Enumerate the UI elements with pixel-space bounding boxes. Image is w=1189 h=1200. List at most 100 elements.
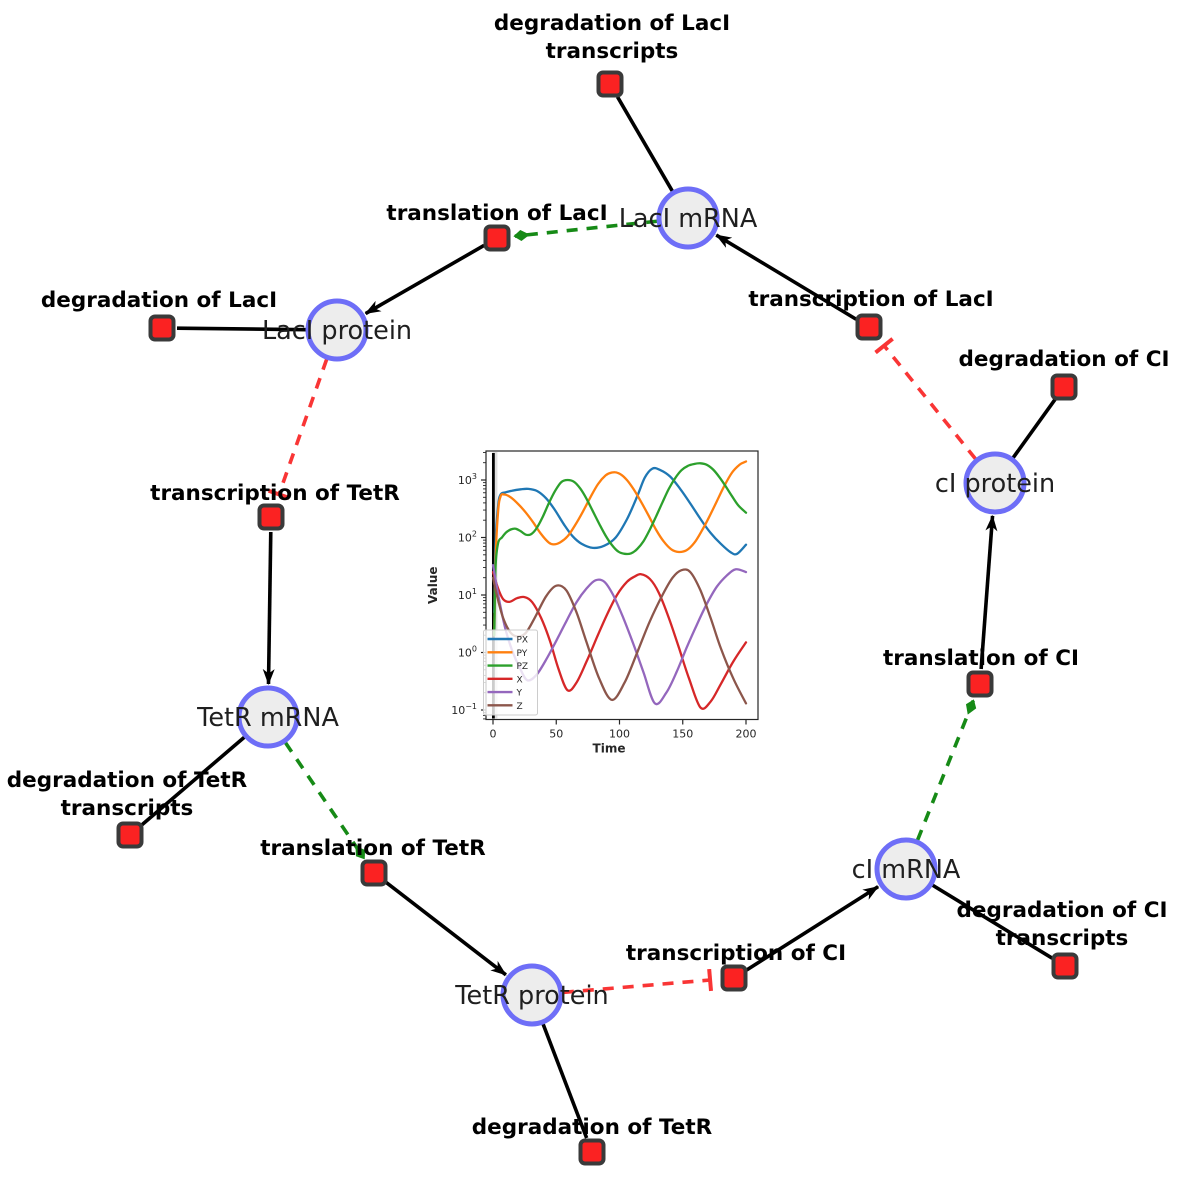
edge-inhibition-tetr_protein-transcr_ci bbox=[562, 968, 713, 995]
species-node-laci_mrna: LacI mRNA bbox=[619, 186, 758, 250]
species-label-tetr_protein: TetR protein bbox=[454, 981, 608, 1011]
legend-label-X: X bbox=[517, 675, 523, 685]
reaction-node-transl_laci: translation of LacI bbox=[386, 201, 608, 252]
reaction-node-transcr_tetr: transcription of TetR bbox=[150, 481, 400, 531]
reaction-label-deg_ci_tr: degradation of CI transcripts bbox=[957, 898, 1168, 951]
chart-series-PX bbox=[493, 466, 748, 614]
svg-text:102: 102 bbox=[458, 530, 477, 545]
reaction-square-deg_ci bbox=[1050, 373, 1078, 401]
edge-production-transcr_tetr-tetr_mrna bbox=[262, 531, 275, 686]
species-node-laci_protein: LacI protein bbox=[262, 298, 412, 362]
edge-production-transl_laci-laci_protein bbox=[364, 243, 485, 316]
species-circle-ci_protein bbox=[963, 451, 1027, 515]
reaction-label-deg_tetr_tr: degradation of TetR transcripts bbox=[7, 768, 248, 821]
species-label-ci_mrna: cI mRNA bbox=[852, 855, 961, 885]
reaction-square-transl_laci bbox=[483, 224, 511, 252]
reaction-node-deg_laci: degradation of LacI bbox=[41, 288, 277, 342]
species-node-tetr_protein: TetR protein bbox=[454, 963, 609, 1027]
species-node-tetr_mrna: TetR mRNA bbox=[196, 685, 339, 749]
reaction-node-deg_tetr_tr: degradation of TetR transcripts bbox=[7, 768, 248, 849]
species-node-ci_mrna: cI mRNA bbox=[852, 837, 961, 901]
reaction-square-transcr_laci bbox=[855, 313, 883, 341]
reaction-label-deg_ci: degradation of CI bbox=[959, 347, 1170, 372]
chart-ylabel: Value bbox=[426, 566, 440, 604]
chart-series-X bbox=[491, 570, 748, 710]
edge-inhibition-ci_protein-transcr_laci bbox=[874, 337, 977, 461]
svg-text:10−1: 10−1 bbox=[451, 702, 477, 717]
reaction-node-transl_ci: translation of CI bbox=[883, 646, 1079, 698]
timeseries-inset-chart: 0 50 100 150 200 Time 103 102 101 100 10−1 Value PX P… bbox=[426, 450, 759, 756]
reaction-node-transl_tetr: translation of TetR bbox=[260, 836, 486, 887]
edge-modifier-tetr_mrna-transl_tetr bbox=[283, 741, 366, 860]
svg-text:50: 50 bbox=[549, 728, 563, 741]
chart-xlabel: Time bbox=[593, 742, 626, 756]
species-circle-laci_protein bbox=[305, 298, 369, 362]
svg-text:100: 100 bbox=[609, 728, 630, 741]
reaction-label-transl_ci: translation of CI bbox=[883, 646, 1079, 671]
reaction-label-transcr_ci: transcription of CI bbox=[626, 941, 846, 966]
legend-label-PX: PX bbox=[517, 636, 529, 646]
svg-text:150: 150 bbox=[672, 728, 693, 741]
svg-text:0: 0 bbox=[490, 728, 497, 741]
network-edges bbox=[140, 96, 1057, 1139]
edge-production-transl_ci-ci_protein bbox=[979, 514, 998, 670]
chart-legend: PX PY PZ XYZ bbox=[483, 629, 538, 716]
species-label-ci_protein: cI protein bbox=[935, 469, 1055, 499]
chart-frame bbox=[485, 450, 759, 721]
svg-text:200: 200 bbox=[736, 728, 757, 741]
chart-legend-box bbox=[483, 629, 538, 716]
reaction-nodes: degradation of LacI transcripts translatio… bbox=[7, 11, 1170, 1166]
species-nodes: LacI mRNA LacI protein TetR mRNA TetR prote… bbox=[196, 186, 1055, 1027]
svg-text:103: 103 bbox=[458, 472, 477, 487]
chart-y-axis: 103 102 101 100 10−1 Value bbox=[426, 452, 486, 720]
reaction-square-deg_tetr_tr bbox=[116, 821, 144, 849]
reaction-square-deg_tetr bbox=[578, 1138, 606, 1166]
edge-production-transcr_laci-laci_mrna bbox=[715, 233, 858, 321]
reaction-node-deg_tetr: degradation of TetR bbox=[472, 1115, 713, 1166]
reaction-square-transl_ci bbox=[966, 670, 994, 698]
edge-consumption-tetr_mrna-deg_tetr_tr bbox=[140, 735, 246, 827]
edge-consumption-ci_protein-deg_ci bbox=[1011, 398, 1057, 459]
reaction-node-deg_ci: degradation of CI bbox=[959, 347, 1170, 401]
legend-label-PY: PY bbox=[517, 649, 528, 659]
reaction-square-deg_ci_tr bbox=[1051, 952, 1079, 980]
chart-series-PY bbox=[493, 460, 748, 637]
species-label-tetr_mrna: TetR mRNA bbox=[196, 703, 339, 733]
edge-inhibition-laci_protein-transcr_tetr bbox=[267, 358, 329, 500]
reaction-square-transcr_ci bbox=[720, 964, 748, 992]
reaction-node-deg_ci_tr: degradation of CI transcripts bbox=[957, 898, 1168, 980]
species-circle-laci_mrna bbox=[656, 186, 720, 250]
edge-modifier-ci_mrna-transl_ci bbox=[915, 699, 977, 841]
reaction-node-transcr_ci: transcription of CI bbox=[626, 941, 846, 992]
reaction-label-deg_laci_tr: degradation of LacI transcripts bbox=[494, 11, 730, 64]
species-circle-tetr_protein bbox=[500, 963, 564, 1027]
edge-production-transl_tetr-tetr_protein bbox=[384, 880, 507, 977]
reaction-label-transcr_tetr: transcription of TetR bbox=[150, 481, 400, 506]
chart-series-PZ bbox=[493, 462, 748, 637]
reaction-square-deg_laci bbox=[148, 314, 176, 342]
edge-consumption-tetr_protein-deg_tetr bbox=[541, 1023, 589, 1139]
edge-production-transcr_ci-ci_mrna bbox=[745, 885, 880, 972]
species-node-ci_protein: cI protein bbox=[935, 451, 1055, 515]
edge-modifier-laci_mrna-transl_laci bbox=[513, 219, 658, 241]
reaction-label-deg_laci: degradation of LacI bbox=[41, 288, 277, 313]
legend-label-Z: Z bbox=[517, 702, 523, 712]
reaction-label-transl_laci: translation of LacI bbox=[386, 201, 607, 226]
chart-x-axis: 0 50 100 150 200 Time bbox=[490, 719, 757, 756]
reaction-square-transl_tetr bbox=[360, 859, 388, 887]
reaction-label-transl_tetr: translation of TetR bbox=[260, 836, 486, 861]
species-circle-ci_mrna bbox=[874, 837, 938, 901]
species-label-laci_protein: LacI protein bbox=[262, 316, 412, 346]
edge-consumption-laci_protein-deg_laci bbox=[176, 326, 307, 332]
reaction-node-deg_laci_tr: degradation of LacI transcripts bbox=[494, 11, 730, 98]
species-label-laci_mrna: LacI mRNA bbox=[619, 204, 758, 234]
reaction-square-deg_laci_tr bbox=[596, 70, 624, 98]
edge-consumption-ci_mrna-deg_ci_tr bbox=[931, 883, 1054, 960]
reaction-label-deg_tetr: degradation of TetR bbox=[472, 1115, 713, 1140]
reaction-square-transcr_tetr bbox=[257, 503, 285, 531]
species-circle-tetr_mrna bbox=[236, 685, 300, 749]
svg-text:101: 101 bbox=[458, 587, 477, 602]
legend-label-PZ: PZ bbox=[517, 662, 529, 672]
